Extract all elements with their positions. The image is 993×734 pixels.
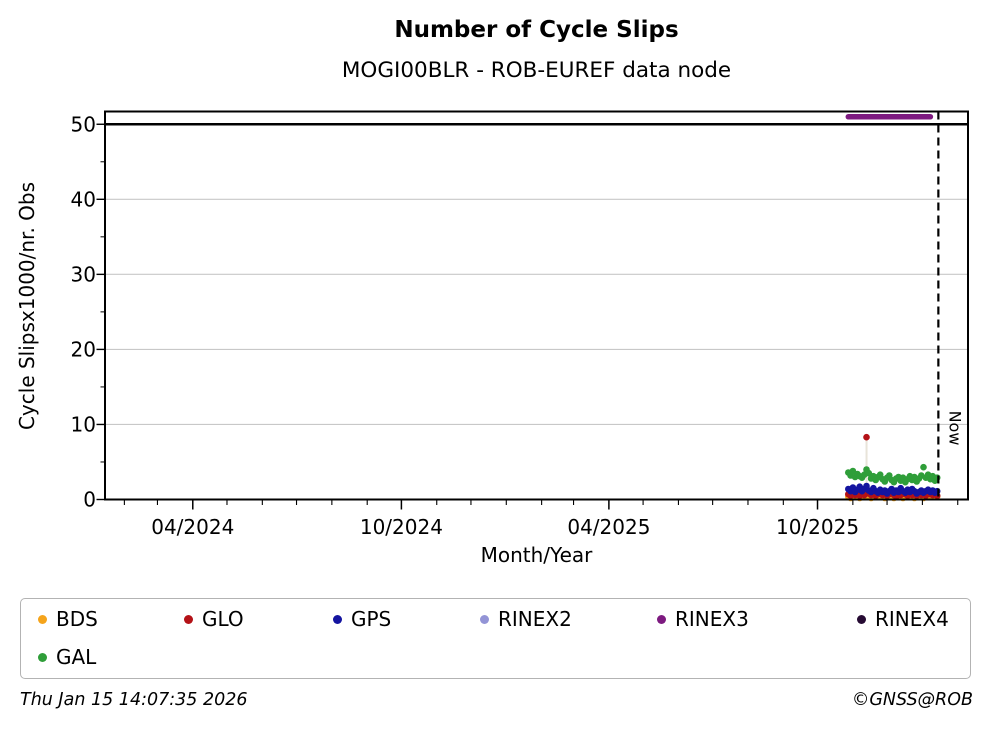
legend-marker (480, 614, 489, 624)
x-tick-label: 04/2024 (151, 515, 234, 539)
legend-marker (657, 614, 666, 624)
plot-border (104, 110, 969, 501)
legend-marker (333, 614, 342, 624)
legend-marker (184, 614, 193, 624)
y-tick-label: 30 (71, 262, 96, 286)
legend-label: RINEX4 (875, 607, 949, 631)
legend-label: RINEX3 (675, 607, 749, 631)
point (933, 474, 941, 482)
y-axis-title: Cycle Slipsx1000/nr. Obs (15, 181, 39, 431)
chart-title: Number of Cycle Slips (394, 17, 679, 43)
legend-marker (38, 652, 47, 662)
x-tick-label: 04/2025 (567, 515, 650, 539)
legend: BDS GLO GPS RINEX2 RINEX3 RINEX4 GAL (20, 598, 971, 679)
y-tick-label: 10 (71, 412, 96, 436)
y-ticks: 0 10 20 30 40 50 (71, 112, 104, 512)
legend-item-gps: GPS (333, 605, 391, 633)
x-tick-label: 10/2025 (776, 515, 859, 539)
point (933, 487, 941, 495)
legend-marker (857, 614, 866, 624)
y-gridlines (105, 198, 968, 426)
y-tick-label: 0 (83, 488, 96, 512)
legend-label: RINEX2 (498, 607, 572, 631)
plot-area: Now 0 10 20 30 40 50 04/2024 10/2024 04/2025 10/20… (71, 110, 969, 539)
series-gps (845, 482, 941, 497)
credit: ©GNSS@ROB (851, 690, 973, 710)
legend-item-bds: BDS (38, 605, 98, 633)
legend-item-rinex3: RINEX3 (657, 605, 749, 633)
legend-label: BDS (56, 607, 98, 631)
legend-item-rinex2: RINEX2 (480, 605, 572, 633)
chart-subtitle: MOGI00BLR - ROB-EUREF data node (341, 58, 732, 83)
legend-label: GAL (56, 645, 97, 669)
x-axis-title: Month/Year (480, 543, 593, 567)
point (863, 433, 870, 441)
legend-item-gal: GAL (38, 643, 96, 671)
point (920, 463, 927, 471)
y-tick-label: 20 (71, 337, 96, 361)
y-tick-label: 50 (71, 112, 96, 136)
series-gal (845, 463, 941, 486)
legend-item-rinex4: RINEX4 (857, 605, 949, 633)
legend-label: GPS (351, 607, 392, 631)
legend-marker (38, 614, 47, 624)
y-tick-label: 40 (71, 187, 96, 211)
timestamp: Thu Jan 15 14:07:35 2026 (20, 690, 248, 710)
now-label: Now (945, 411, 964, 446)
legend-item-glo: GLO (184, 605, 244, 633)
legend-label: GLO (202, 607, 244, 631)
x-tick-label: 10/2024 (360, 515, 443, 539)
x-ticks: 04/2024 10/2024 04/2025 10/2025 (123, 500, 959, 539)
